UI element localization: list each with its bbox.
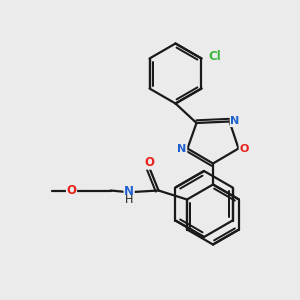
Text: N: N: [230, 116, 239, 127]
Text: N: N: [178, 143, 187, 154]
Text: O: O: [239, 143, 249, 154]
Text: N: N: [124, 184, 134, 198]
Text: H: H: [125, 195, 133, 206]
Text: Cl: Cl: [208, 50, 221, 64]
Text: O: O: [145, 156, 154, 169]
Text: O: O: [67, 184, 76, 197]
